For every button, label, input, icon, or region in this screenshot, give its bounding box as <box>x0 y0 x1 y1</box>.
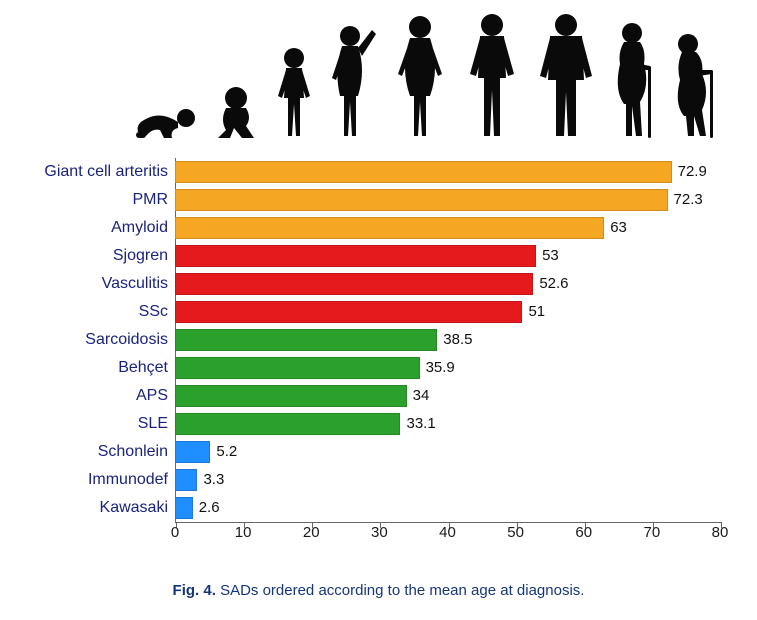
bar <box>175 273 533 295</box>
silhouette-adult-man <box>464 12 520 140</box>
x-tick-label: 10 <box>235 524 252 541</box>
value-label: 3.3 <box>203 466 224 494</box>
value-label: 63 <box>610 214 627 242</box>
category-label: SLE <box>0 410 168 438</box>
bar-chart: Giant cell arteritis 72.9 PMR 72.3 Amyloid 63… <box>0 150 757 560</box>
x-tick-label: 60 <box>575 524 592 541</box>
bar-row: Sarcoidosis 38.5 <box>0 326 757 354</box>
silhouette-adult-woman <box>392 14 448 140</box>
silhouette-child <box>274 46 314 140</box>
bar <box>175 189 668 211</box>
bar <box>175 161 672 183</box>
bar <box>175 441 210 463</box>
silhouette-toddler-sitting <box>208 86 264 140</box>
bar <box>175 497 193 519</box>
x-tick-label: 40 <box>439 524 456 541</box>
category-label: Sjogren <box>0 242 168 270</box>
x-tick-label: 20 <box>303 524 320 541</box>
x-tick-label: 50 <box>507 524 524 541</box>
value-label: 33.1 <box>406 410 435 438</box>
category-label: Kawasaki <box>0 494 168 522</box>
category-label: SSc <box>0 298 168 326</box>
silhouette-teen <box>326 24 378 140</box>
silhouette-baby-crawling <box>130 104 200 140</box>
bar-row: PMR 72.3 <box>0 186 757 214</box>
bar-row: Schonlein 5.2 <box>0 438 757 466</box>
life-stage-silhouettes <box>130 6 720 144</box>
category-label: PMR <box>0 186 168 214</box>
figure-caption: Fig. 4. SADs ordered according to the me… <box>0 582 757 599</box>
silhouette-elderly-hunched <box>670 30 722 140</box>
value-label: 38.5 <box>443 326 472 354</box>
value-label: 52.6 <box>539 270 568 298</box>
bar <box>175 357 420 379</box>
bar-row: Vasculitis 52.6 <box>0 270 757 298</box>
value-label: 53 <box>542 242 559 270</box>
bar-row: SSc 51 <box>0 298 757 326</box>
figure: Giant cell arteritis 72.9 PMR 72.3 Amyloid 63… <box>0 0 757 620</box>
category-label: Sarcoidosis <box>0 326 168 354</box>
bar <box>175 469 197 491</box>
value-label: 72.9 <box>678 158 707 186</box>
category-label: Vasculitis <box>0 270 168 298</box>
bar-row: APS 34 <box>0 382 757 410</box>
value-label: 34 <box>413 382 430 410</box>
bar <box>175 329 437 351</box>
bar-row: Sjogren 53 <box>0 242 757 270</box>
category-label: Giant cell arteritis <box>0 158 168 186</box>
caption-text: SADs ordered according to the mean age a… <box>220 582 584 599</box>
bar-row: Giant cell arteritis 72.9 <box>0 158 757 186</box>
category-label: APS <box>0 382 168 410</box>
x-tick-label: 30 <box>371 524 388 541</box>
silhouette-elderly-woman <box>608 20 664 140</box>
x-tick-label: 0 <box>171 524 179 541</box>
silhouette-adult-broad <box>536 12 596 140</box>
value-label: 35.9 <box>426 354 455 382</box>
x-tick-label: 70 <box>644 524 661 541</box>
value-label: 51 <box>528 298 545 326</box>
bar-row: Immunodef 3.3 <box>0 466 757 494</box>
x-tick-label: 80 <box>712 524 729 541</box>
category-label: Schonlein <box>0 438 168 466</box>
bar-row: Kawasaki 2.6 <box>0 494 757 522</box>
bar-row: Behçet 35.9 <box>0 354 757 382</box>
bar <box>175 245 536 267</box>
bar <box>175 301 522 323</box>
bar-row: Amyloid 63 <box>0 214 757 242</box>
bar <box>175 385 407 407</box>
value-label: 2.6 <box>199 494 220 522</box>
category-label: Immunodef <box>0 466 168 494</box>
bar <box>175 413 400 435</box>
value-label: 5.2 <box>216 438 237 466</box>
bar-row: SLE 33.1 <box>0 410 757 438</box>
caption-label: Fig. 4. <box>173 582 216 599</box>
category-label: Amyloid <box>0 214 168 242</box>
bar <box>175 217 604 239</box>
value-label: 72.3 <box>674 186 703 214</box>
category-label: Behçet <box>0 354 168 382</box>
